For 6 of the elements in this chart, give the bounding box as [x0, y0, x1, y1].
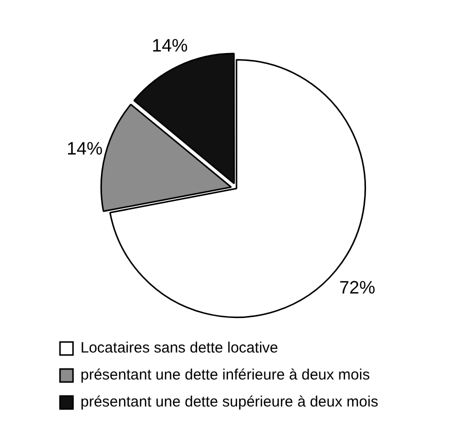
data-label: 14%	[152, 36, 188, 56]
legend-label: Locataires sans dette locative	[80, 340, 278, 357]
data-label: 14%	[66, 138, 103, 158]
legend-label: présentant une dette supérieure à deux mois	[80, 394, 378, 411]
legend-label: présentant une dette inférieure à deux mois	[80, 366, 370, 384]
data-label: 72%	[339, 277, 376, 298]
